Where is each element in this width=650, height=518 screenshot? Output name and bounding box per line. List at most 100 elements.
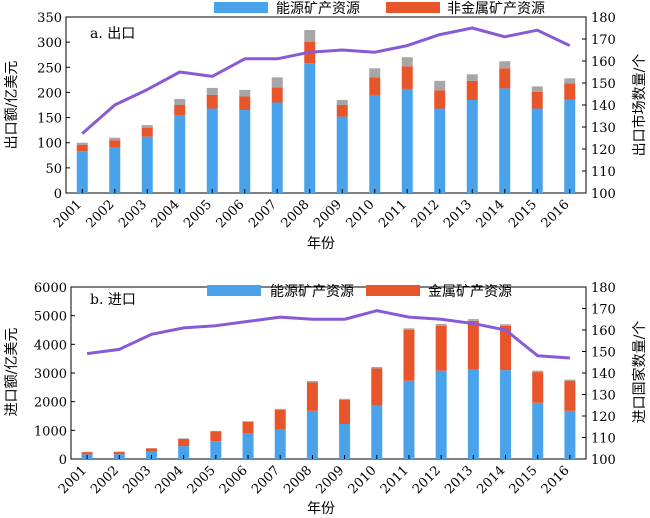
bar-2015-nonmetal <box>532 372 544 403</box>
export-panel: 0 50 100 150 200 250 300 350 100 110 120 130 140 150… <box>4 1 648 252</box>
x-tick-label: 2007 <box>249 463 283 497</box>
bar-2011-energy <box>403 380 415 459</box>
bar-2010-other <box>369 68 381 78</box>
bar-2011-nonmetal <box>401 66 413 89</box>
x-tick-label: 2005 <box>185 463 219 497</box>
x-tick-label: 2003 <box>116 197 150 231</box>
bar-2004-energy <box>178 446 190 459</box>
bar-2001-other <box>76 142 88 145</box>
export-y2label: 出口市场数量/个 <box>631 54 648 157</box>
bar-2010-nonmetal <box>369 77 381 95</box>
bar-2016-other <box>564 78 576 84</box>
x-tick-label: 2016 <box>539 463 573 497</box>
bar-2016-energy <box>564 410 576 459</box>
x-tick-label: 2004 <box>149 197 183 231</box>
x-tick-label: 2013 <box>441 197 475 231</box>
x-tick-label: 2010 <box>346 463 380 497</box>
bar-2003-nonmetal <box>145 448 157 452</box>
x-tick-label: 2008 <box>279 197 313 231</box>
bar-2007-other <box>271 77 283 88</box>
bar-2002-energy <box>109 147 121 193</box>
import-right-axis: 100 110 120 130 140 150 160 170 180 <box>582 281 616 468</box>
bar-2015-other <box>532 370 544 373</box>
bar-2005-nonmetal <box>210 431 222 442</box>
bar-2016-nonmetal <box>564 83 576 100</box>
import-country-count-line <box>86 309 571 360</box>
bar-2015-other <box>531 86 543 92</box>
x-tick-label: 2012 <box>409 197 443 231</box>
bar-2011-nonmetal <box>403 330 415 381</box>
y2-tick-label: 100 <box>591 187 616 202</box>
bar-2007-nonmetal <box>271 87 283 103</box>
bar-2014-nonmetal <box>499 68 511 89</box>
legend-label-metal: 金属矿产资源 <box>428 284 512 300</box>
export-market-count-line <box>81 26 571 135</box>
export-x-axis: 2001200220032004200520062007200820092010… <box>51 189 573 231</box>
x-tick-label: 2013 <box>442 463 476 497</box>
y-tick-label: 150 <box>37 112 62 127</box>
x-tick-label: 2004 <box>152 463 186 497</box>
bar-2006-nonmetal <box>239 96 251 111</box>
bar-2005-energy <box>206 108 218 193</box>
y-tick-label: 5000 <box>34 310 67 325</box>
x-tick-label: 2001 <box>51 197 85 231</box>
y-tick-label: 0 <box>54 187 62 202</box>
bar-2013-energy <box>467 369 479 459</box>
legend-swatch-energy <box>214 2 268 13</box>
export-market-line <box>81 26 571 135</box>
import-panel: 0 1000 2000 3000 4000 5000 6000 100 110 120 130 14… <box>4 281 648 517</box>
import-left-axis: 0 1000 2000 3000 4000 5000 6000 <box>34 281 75 468</box>
y2-tick-label: 140 <box>591 99 616 114</box>
bar-2011-other <box>401 57 413 67</box>
y2-tick-label: 120 <box>591 410 616 425</box>
bar-2014-energy <box>500 370 512 459</box>
bar-2002-nonmetal <box>113 451 125 455</box>
y-tick-label: 4000 <box>34 338 67 353</box>
bar-2008-nonmetal <box>306 382 318 411</box>
bar-2015-energy <box>531 108 543 193</box>
bar-2005-other <box>206 87 218 95</box>
y-tick-label: 250 <box>37 61 62 76</box>
bar-2009-other <box>336 99 348 105</box>
bar-2009-energy <box>339 424 351 459</box>
y2-tick-label: 170 <box>591 33 616 48</box>
export-panel-label: a. 出口 <box>90 26 135 42</box>
bar-2007-nonmetal <box>274 409 286 430</box>
import-x-axis: 2001200220032004200520062007200820092010… <box>56 455 573 497</box>
export-right-axis: 100 110 120 130 140 150 160 170 180 <box>582 11 616 202</box>
y-tick-label: 100 <box>37 137 62 152</box>
bar-2005-energy <box>210 441 222 459</box>
y-tick-label: 1000 <box>34 424 67 439</box>
bar-2006-energy <box>242 433 254 459</box>
bar-2014-energy <box>499 88 511 193</box>
bar-2004-other <box>178 438 190 439</box>
y2-tick-label: 160 <box>591 324 616 339</box>
x-tick-label: 2016 <box>539 197 573 231</box>
bar-2015-energy <box>532 402 544 459</box>
y2-tick-label: 130 <box>591 121 616 136</box>
x-tick-label: 2012 <box>410 463 444 497</box>
x-tick-label: 2011 <box>378 463 412 497</box>
bar-2013-energy <box>466 99 478 193</box>
bar-2003-nonmetal <box>141 127 153 137</box>
bar-2009-other <box>339 398 351 400</box>
bar-2016-energy <box>564 99 576 193</box>
bar-2012-energy <box>434 108 446 193</box>
bar-2011-energy <box>401 88 413 193</box>
bar-2008-energy <box>306 410 318 459</box>
x-tick-label: 2003 <box>120 463 154 497</box>
x-tick-label: 2007 <box>246 197 280 231</box>
legend-label-energy: 能源矿产资源 <box>276 1 360 17</box>
x-tick-label: 2002 <box>84 197 118 231</box>
bar-2006-other <box>239 89 251 97</box>
bar-2006-nonmetal <box>242 421 254 434</box>
bar-2012-nonmetal <box>434 90 446 109</box>
y2-tick-label: 120 <box>591 143 616 158</box>
bar-2008-other <box>304 30 316 42</box>
x-tick-label: 2006 <box>217 463 251 497</box>
import-country-line <box>86 309 571 360</box>
bar-2012-energy <box>435 370 447 459</box>
x-tick-label: 2015 <box>506 197 540 231</box>
bar-2009-nonmetal <box>339 399 351 425</box>
bar-2004-nonmetal <box>174 105 186 116</box>
